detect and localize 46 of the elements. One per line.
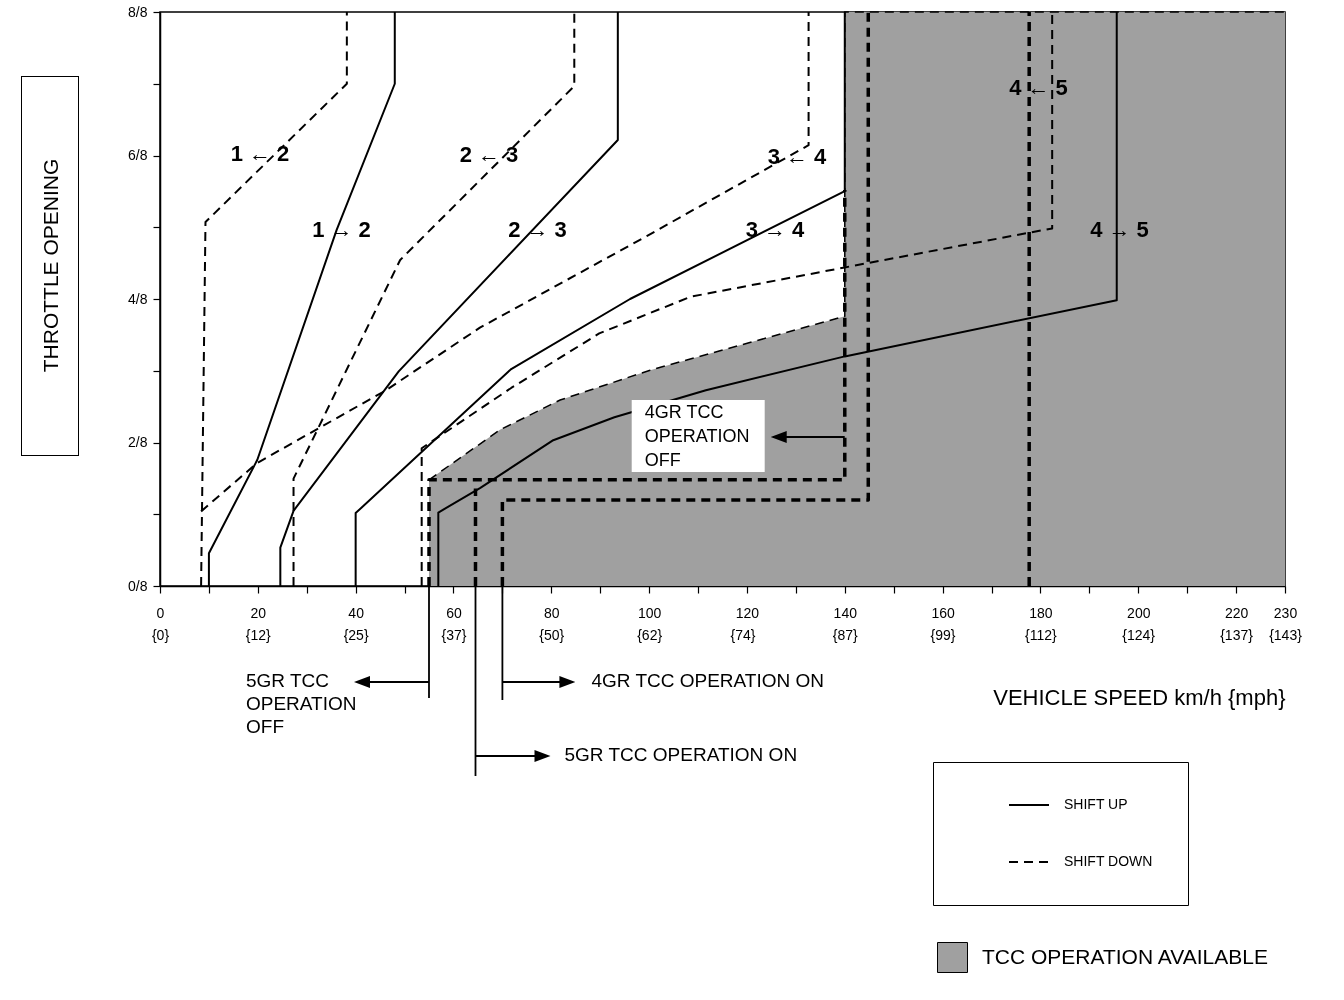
y-tick-label: 2/8 bbox=[128, 434, 148, 450]
x2-tick-label: {62} bbox=[637, 626, 663, 643]
x2-tick-label: {87} bbox=[832, 626, 859, 643]
x2-tick-label: {50} bbox=[539, 626, 565, 643]
x-axis-title: VEHICLE SPEED km/h {mph} bbox=[993, 684, 1286, 710]
x-tick-label: 80 bbox=[544, 604, 560, 621]
y-tick-label: 0/8 bbox=[128, 577, 148, 594]
annotation: 2 → 3 bbox=[508, 217, 567, 242]
y-axis-title: THROTTLE OPENING bbox=[38, 158, 62, 373]
x2-tick-label: {74} bbox=[730, 626, 756, 643]
y-tick-label: 4/8 bbox=[128, 290, 148, 307]
x-tick-label: 40 bbox=[348, 604, 365, 621]
y-tick-label: 6/8 bbox=[128, 147, 148, 163]
x2-tick-label: {25} bbox=[343, 626, 369, 643]
x-tick-label: 100 bbox=[637, 604, 662, 621]
x2-tick-label: {137} bbox=[1220, 626, 1254, 643]
x2-tick-label: {143} bbox=[1269, 626, 1303, 643]
text: 5GR TCC OPERATION ON bbox=[564, 744, 798, 765]
x-tick-label: 160 bbox=[931, 604, 955, 621]
x-tick-label: 60 bbox=[446, 604, 462, 621]
x2-tick-label: {112} bbox=[1025, 626, 1058, 643]
x-tick-label: 180 bbox=[1029, 604, 1053, 621]
x2-tick-label: {12} bbox=[245, 626, 272, 643]
legend-label: SHIFT DOWN bbox=[1064, 853, 1153, 869]
annotation: 4 ← 5 bbox=[1009, 75, 1068, 100]
x2-tick-label: {124} bbox=[1122, 626, 1156, 643]
legend-label: SHIFT UP bbox=[1064, 796, 1128, 812]
annotation: 2 ← 3 bbox=[459, 142, 519, 167]
x-tick-label: 20 bbox=[250, 604, 267, 621]
x-tick-label: 120 bbox=[735, 604, 760, 621]
text: 5GR TCC OPERATION OFF bbox=[246, 670, 357, 737]
text: 4GR TCC OPERATION ON bbox=[591, 670, 825, 691]
annotation: 4GR TCC OPERATION OFF bbox=[644, 402, 750, 470]
x-tick-label: 0 bbox=[156, 604, 165, 621]
annotation: 3 → 4 bbox=[745, 217, 806, 242]
x-tick-label: 230 bbox=[1273, 604, 1298, 621]
y-tick-label: 8/8 bbox=[128, 3, 148, 20]
annotation: 1 ← 2 bbox=[230, 141, 290, 166]
annotation: 3 ← 4 bbox=[767, 144, 828, 169]
x-tick-label: 200 bbox=[1127, 604, 1151, 621]
x2-tick-label: {99} bbox=[930, 626, 956, 643]
legend-label: TCC OPERATION AVAILABLE bbox=[982, 944, 1268, 968]
x-tick-label: 140 bbox=[833, 604, 858, 621]
x2-tick-label: {0} bbox=[151, 626, 170, 643]
x-tick-label: 220 bbox=[1224, 604, 1249, 621]
x2-tick-label: {37} bbox=[441, 626, 467, 643]
